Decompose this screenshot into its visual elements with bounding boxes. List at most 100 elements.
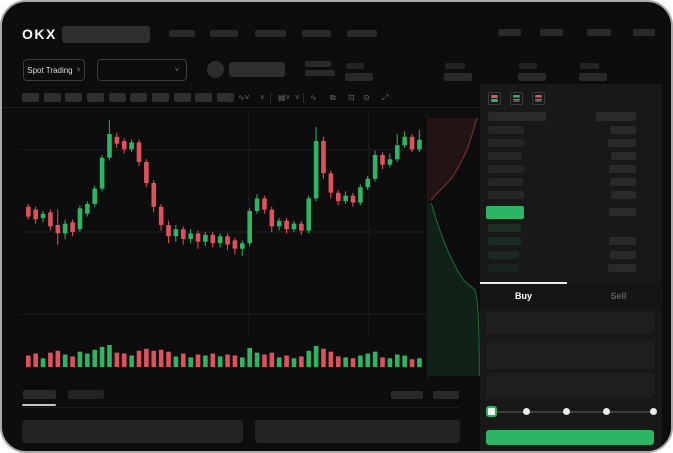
chevron-down-icon[interactable]: ˅ <box>295 93 300 102</box>
orderbook-row[interactable] <box>480 250 662 259</box>
price-sub-placeholder <box>305 70 335 76</box>
book-both-icon[interactable] <box>488 92 501 105</box>
orderbook-price-placeholder <box>488 264 519 273</box>
orderbook-row[interactable] <box>480 126 662 134</box>
nav-item-placeholder[interactable] <box>347 30 377 37</box>
orderbook-price-placeholder <box>488 165 524 173</box>
stat-value-placeholder <box>518 73 546 81</box>
timeframe-button[interactable] <box>174 93 191 102</box>
orderbook-row[interactable] <box>480 264 662 273</box>
stat-label-placeholder <box>580 63 599 69</box>
orderbook-row[interactable] <box>480 237 662 246</box>
orderbook-row[interactable] <box>480 152 662 160</box>
timeframe-button[interactable] <box>44 93 61 102</box>
active-tab-indicator <box>480 282 567 284</box>
percent-slider-handle[interactable] <box>486 406 497 417</box>
orderbook-price-placeholder <box>488 250 519 259</box>
coin-avatar <box>207 61 224 78</box>
orderbook-amount-placeholder <box>611 191 636 199</box>
timeframe-button[interactable] <box>217 93 234 102</box>
amount-input-placeholder[interactable] <box>486 341 654 369</box>
slider-stop-75[interactable] <box>603 408 610 415</box>
tab-buy[interactable]: Buy <box>514 291 532 301</box>
price-placeholder <box>305 61 331 67</box>
orderbook-row[interactable] <box>480 191 662 199</box>
bottom-tab-underline <box>22 404 56 406</box>
orderbook-row[interactable] <box>480 224 662 232</box>
slider-stop-50[interactable] <box>563 408 570 415</box>
nav-item-placeholder[interactable] <box>210 30 238 37</box>
last-price-bar[interactable] <box>486 206 524 219</box>
bottom-tab-placeholder[interactable] <box>68 390 104 399</box>
bottom-action-placeholder[interactable] <box>433 391 459 399</box>
nav-item-placeholder[interactable] <box>255 30 286 37</box>
stat-label-placeholder <box>445 63 465 69</box>
timeframe-button[interactable] <box>152 93 169 102</box>
nav-item-placeholder[interactable] <box>302 30 331 37</box>
pair-search-placeholder[interactable] <box>62 26 150 43</box>
orderbook-price-placeholder <box>488 126 524 134</box>
book-sell-icon[interactable] <box>532 92 545 105</box>
orderbook-amount-placeholder <box>610 178 636 186</box>
orderbook-price-placeholder <box>488 178 523 186</box>
timeframe-button[interactable] <box>195 93 212 102</box>
bottom-panel-placeholder <box>22 420 243 443</box>
nav-right-placeholder[interactable] <box>498 29 521 36</box>
compare-icon[interactable]: ⧉ <box>330 93 336 102</box>
stat-value-placeholder <box>444 73 472 81</box>
orderbook-row[interactable] <box>480 208 662 216</box>
nav-right-placeholder[interactable] <box>540 29 563 36</box>
timeframe-button[interactable] <box>130 93 147 102</box>
chevron-down-icon[interactable]: ˅ <box>260 93 265 102</box>
bottom-tab-active-placeholder[interactable] <box>23 390 56 399</box>
orderbook-price-placeholder <box>488 191 524 199</box>
volume-chart[interactable] <box>22 342 428 368</box>
snapshot-icon[interactable]: ⊡ <box>348 93 355 102</box>
slider-stop-25[interactable] <box>523 408 530 415</box>
spot-trading-dropdown[interactable]: Spot Trading ˅ <box>23 59 85 81</box>
orderbook-row[interactable] <box>480 139 662 147</box>
slider-stop-100[interactable] <box>650 408 657 415</box>
timer-icon[interactable]: ⊙ <box>363 93 370 102</box>
timeframe-button[interactable] <box>65 93 82 102</box>
nav-right-placeholder[interactable] <box>633 29 655 36</box>
orderbook-amount-header <box>596 112 636 121</box>
percent-slider-track[interactable] <box>491 411 656 413</box>
orderbook-amount-placeholder <box>610 126 636 134</box>
buy-button[interactable] <box>486 430 654 445</box>
book-buy-icon[interactable] <box>510 92 523 105</box>
orderbook-amount-placeholder <box>608 264 636 273</box>
chevron-down-icon: ˅ <box>174 66 179 74</box>
line-chart-icon[interactable]: ∿ <box>310 93 317 102</box>
bottom-action-placeholder[interactable] <box>391 391 423 399</box>
price-input-placeholder[interactable] <box>486 312 654 334</box>
candle-style-icon[interactable]: ∿˅ <box>238 93 250 102</box>
orderbook-price-placeholder <box>488 224 521 232</box>
orderbook-price-placeholder <box>488 139 524 147</box>
orderbook-price-header <box>488 112 546 121</box>
nav-right-placeholder[interactable] <box>587 29 611 36</box>
timeframe-button[interactable] <box>22 93 39 102</box>
orderbook-price-placeholder <box>488 237 521 246</box>
orderbook-amount-placeholder <box>609 237 636 246</box>
orderbook-amount-placeholder <box>608 139 636 147</box>
stat-value-placeholder <box>345 73 373 81</box>
okx-logo: OKX <box>22 26 57 42</box>
orderbook-row[interactable] <box>480 165 662 173</box>
nav-item-placeholder[interactable] <box>169 30 195 37</box>
indicators-icon[interactable]: ▤˅ <box>278 93 291 102</box>
orderbook-row[interactable] <box>480 178 662 186</box>
timeframe-button[interactable] <box>109 93 126 102</box>
stat-value-placeholder <box>579 73 607 81</box>
fullscreen-icon[interactable]: ⤢ <box>382 93 389 102</box>
stat-label-placeholder <box>519 63 537 69</box>
timeframe-button[interactable] <box>87 93 104 102</box>
depth-chart[interactable] <box>427 114 481 380</box>
total-input-placeholder[interactable] <box>486 373 654 399</box>
pair-selector-dropdown[interactable]: ˅ <box>97 59 187 81</box>
tab-sell[interactable]: Sell <box>610 291 627 301</box>
candlestick-chart[interactable] <box>22 112 428 337</box>
trade-tabbar: Buy Sell <box>480 282 662 310</box>
orderbook-amount-placeholder <box>609 165 636 173</box>
